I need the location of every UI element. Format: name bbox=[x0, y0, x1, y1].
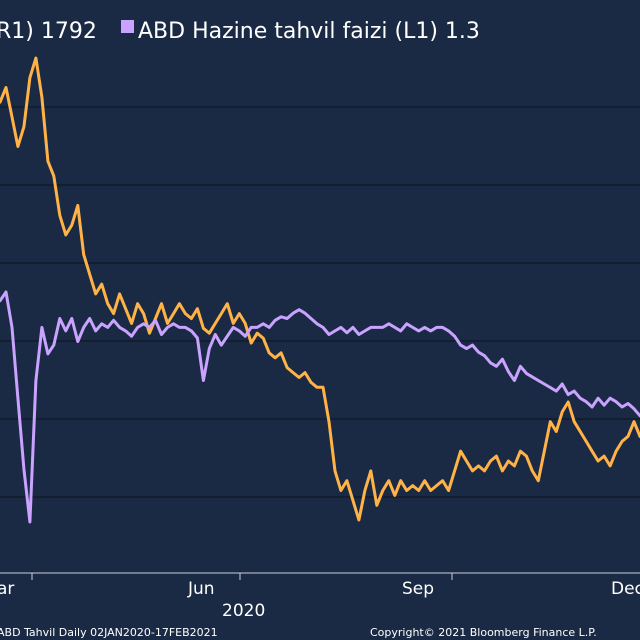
x-tick-label-mar: ar bbox=[0, 579, 14, 599]
footer-source: ABD Tahvil Daily 02JAN2020-17FEB2021 bbox=[0, 626, 218, 639]
series-line-r1 bbox=[0, 56, 640, 522]
x-ticks bbox=[31, 573, 453, 580]
x-tick-label-jun: Jun bbox=[187, 579, 215, 599]
legend-entry-r1: R1) 1792 bbox=[0, 19, 97, 44]
footer-copyright: Copyright© 2021 Bloomberg Finance L.P. bbox=[370, 626, 597, 639]
x-year-label: 2020 bbox=[222, 601, 265, 621]
grid-lines bbox=[0, 106, 640, 498]
legend-swatch-l1 bbox=[121, 20, 134, 33]
series-line-l1 bbox=[0, 290, 640, 524]
x-tick-label-sep: Sep bbox=[402, 579, 434, 599]
x-tick-label-dec: Dec bbox=[611, 579, 640, 599]
legend: R1) 1792 ABD Hazine tahvil faizi (L1) 1.… bbox=[0, 19, 480, 44]
legend-entry-l1: ABD Hazine tahvil faizi (L1) 1.3 bbox=[138, 19, 480, 44]
